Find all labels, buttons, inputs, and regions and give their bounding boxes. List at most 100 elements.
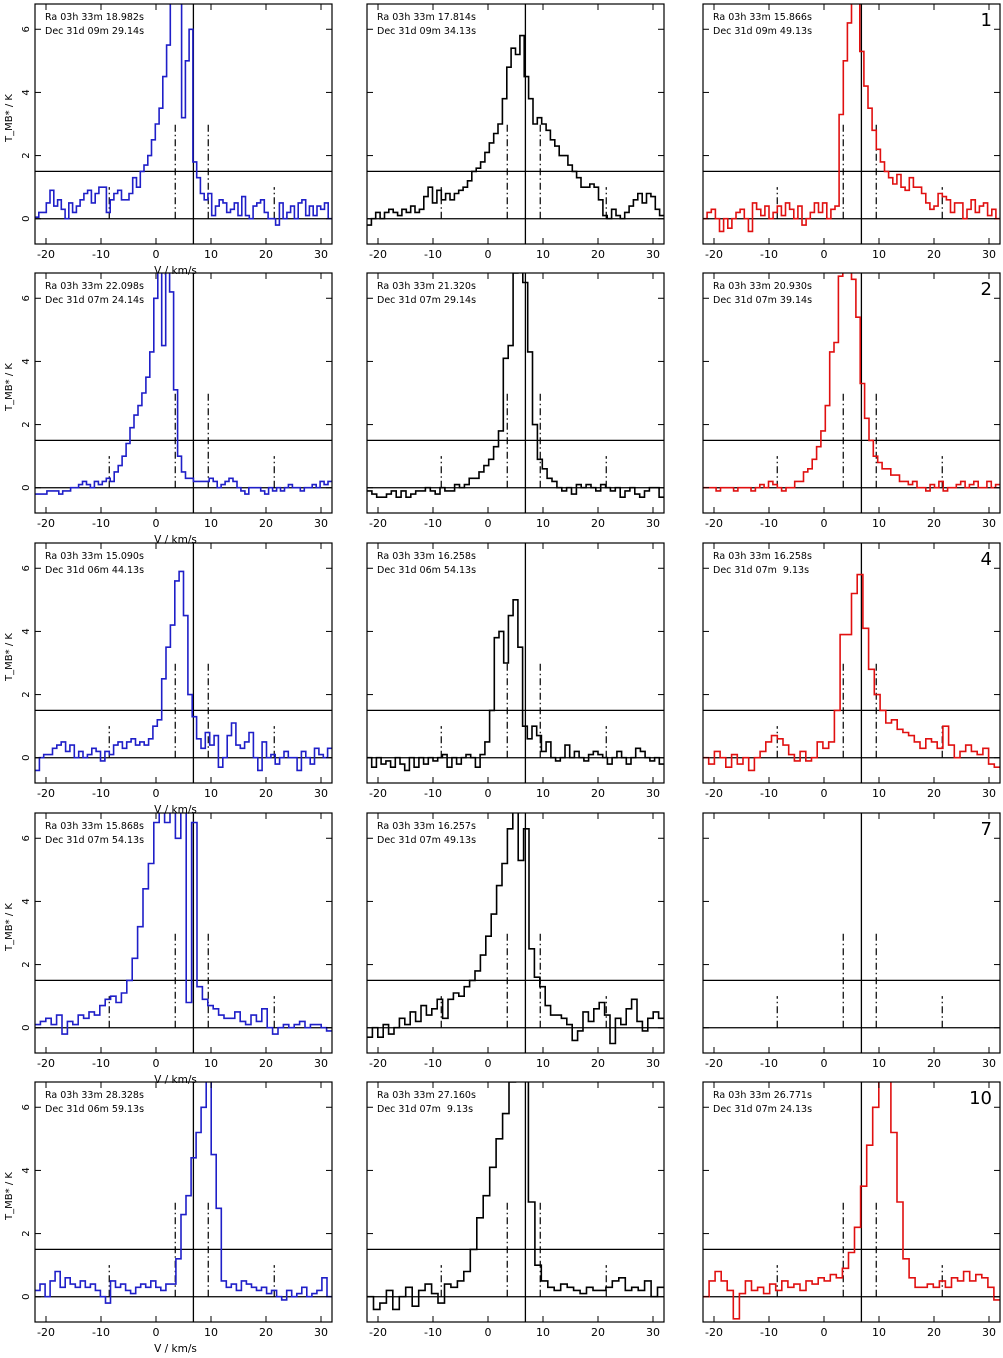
dec-label: Dec 31d 07m 54.13s [45,835,144,846]
x-tick-label: -20 [705,248,723,261]
x-tick-label: -10 [760,787,778,800]
ra-label: Ra 03h 33m 20.930s [713,281,812,292]
x-tick-label: 0 [821,1057,828,1070]
spectrum-line [35,4,332,226]
x-tick-label: 20 [259,787,273,800]
x-tick-label: -20 [705,517,723,530]
x-tick-label: 30 [314,517,328,530]
dec-label: Dec 31d 06m 59.13s [45,1104,144,1115]
x-tick-label: 30 [314,248,328,261]
spectrum-line [35,813,332,1035]
x-tick-label: 0 [485,517,492,530]
x-tick-label: -20 [37,1057,55,1070]
panel-frame [34,812,333,1054]
ra-label: Ra 03h 33m 16.257s [377,821,476,832]
y-tick-label: 2 [21,421,32,427]
x-tick-label: -10 [424,248,442,261]
dec-label: Dec 31d 09m 29.14s [45,26,144,37]
panel-frame [366,542,665,784]
x-tick-label: -10 [92,517,110,530]
ra-label: Ra 03h 33m 27.160s [377,1090,476,1101]
x-tick-label: 20 [591,1326,605,1339]
ra-label: Ra 03h 33m 18.982s [45,12,144,23]
x-tick-label: 30 [646,787,660,800]
x-tick-label: -20 [37,517,55,530]
spectrum-panel-r3-c3: -20 -10 0 10 20 30 Ra 03h 33m 16.258s Dec 31d 0… [702,542,1001,800]
x-tick-label: 30 [982,1057,996,1070]
spectrum-line [703,273,1000,492]
spectrum-panel-r5-c2: -20 -10 0 10 20 30 Ra 03h 33m 27.160s Dec 31d 0… [366,1081,665,1339]
x-tick-label: 10 [536,1057,550,1070]
x-tick-label: 20 [927,248,941,261]
spectrum-panel-r5-c1: -20 -10 0 10 20 30 0 2 4 6 Ra 03h 33m 28.328s Dec 3… [4,1081,333,1355]
x-tick-label: 10 [872,1326,886,1339]
panel-frame [702,542,1001,784]
x-tick-label: 20 [259,1057,273,1070]
spectrum-panel-r2-c3: -20 -10 0 10 20 30 Ra 03h 33m 20.930s Dec 31d 0… [702,272,1001,530]
y-axis-title: T_MB* / K [4,363,15,412]
y-tick-label: 0 [21,1025,32,1031]
x-tick-label: 0 [485,1057,492,1070]
spectrum-panel-r1-c2: -20 -10 0 10 20 30 Ra 03h 33m 17.814s Dec 31d 0… [366,3,665,261]
x-tick-label: 10 [872,517,886,530]
x-axis-title: V / km/s [154,534,197,546]
x-tick-label: 20 [591,787,605,800]
y-tick-label: 6 [21,26,32,32]
y-tick-label: 2 [21,691,32,697]
dec-label: Dec 31d 09m 49.13s [713,26,812,37]
spectrum-line [367,599,664,772]
x-tick-label: -20 [705,1057,723,1070]
row-number-label: 4 [981,549,992,570]
x-axis-title: V / km/s [154,1074,197,1086]
x-tick-label: 20 [259,1326,273,1339]
ra-label: Ra 03h 33m 16.258s [377,551,476,562]
x-tick-label: -10 [760,1057,778,1070]
x-tick-label: -20 [369,517,387,530]
spectrum-panel-r2-c1: -20 -10 0 10 20 30 0 2 4 6 Ra 03h 33m 22.098s Dec 3… [4,272,333,546]
x-tick-label: 20 [927,1057,941,1070]
x-tick-label: 30 [646,1057,660,1070]
x-tick-label: -20 [37,1326,55,1339]
x-tick-label: 0 [153,1057,160,1070]
x-tick-label: 30 [982,517,996,530]
x-tick-label: 10 [536,1326,550,1339]
spectrum-line [703,1082,1000,1320]
spectrum-panel-r2-c2: -20 -10 0 10 20 30 Ra 03h 33m 21.320s Dec 31d 0… [366,272,665,530]
x-tick-label: 10 [872,1057,886,1070]
y-tick-label: 4 [21,89,32,95]
x-tick-label: 30 [646,248,660,261]
x-tick-label: 0 [485,787,492,800]
x-tick-label: -10 [92,1057,110,1070]
x-tick-label: -10 [424,787,442,800]
spectrum-panel-r4-c1: -20 -10 0 10 20 30 0 2 4 6 Ra 03h 33m 15.868s Dec 3… [4,812,333,1086]
x-tick-label: 20 [927,787,941,800]
panel-frame [702,1081,1001,1323]
dec-label: Dec 31d 07m 29.14s [377,295,476,306]
x-tick-label: 10 [204,1326,218,1339]
x-tick-label: -10 [424,517,442,530]
panel-frame [366,812,665,1054]
y-tick-label: 0 [21,1294,32,1300]
x-tick-label: 20 [591,248,605,261]
x-tick-label: -20 [369,1326,387,1339]
panel-frame [34,272,333,514]
x-tick-label: 30 [314,1057,328,1070]
y-tick-label: 4 [21,358,32,364]
x-tick-label: -20 [369,1057,387,1070]
y-tick-label: 0 [21,485,32,491]
x-tick-label: 30 [982,787,996,800]
dec-label: Dec 31d 07m 24.14s [45,295,144,306]
y-tick-label: 2 [21,152,32,158]
y-axis-title: T_MB* / K [4,633,15,682]
y-tick-label: 6 [21,1104,32,1110]
x-tick-label: -10 [92,1326,110,1339]
x-tick-label: -10 [760,248,778,261]
x-tick-label: 0 [821,517,828,530]
spectrum-panel-r3-c2: -20 -10 0 10 20 30 Ra 03h 33m 16.258s Dec 31d 0… [366,542,665,800]
x-tick-label: -10 [760,1326,778,1339]
x-tick-label: 0 [821,787,828,800]
dec-label: Dec 31d 06m 44.13s [45,565,144,576]
panel-frame [366,3,665,245]
spectrum-panel-r4-c3: -20 -10 0 10 20 30 7 [702,812,1001,1070]
